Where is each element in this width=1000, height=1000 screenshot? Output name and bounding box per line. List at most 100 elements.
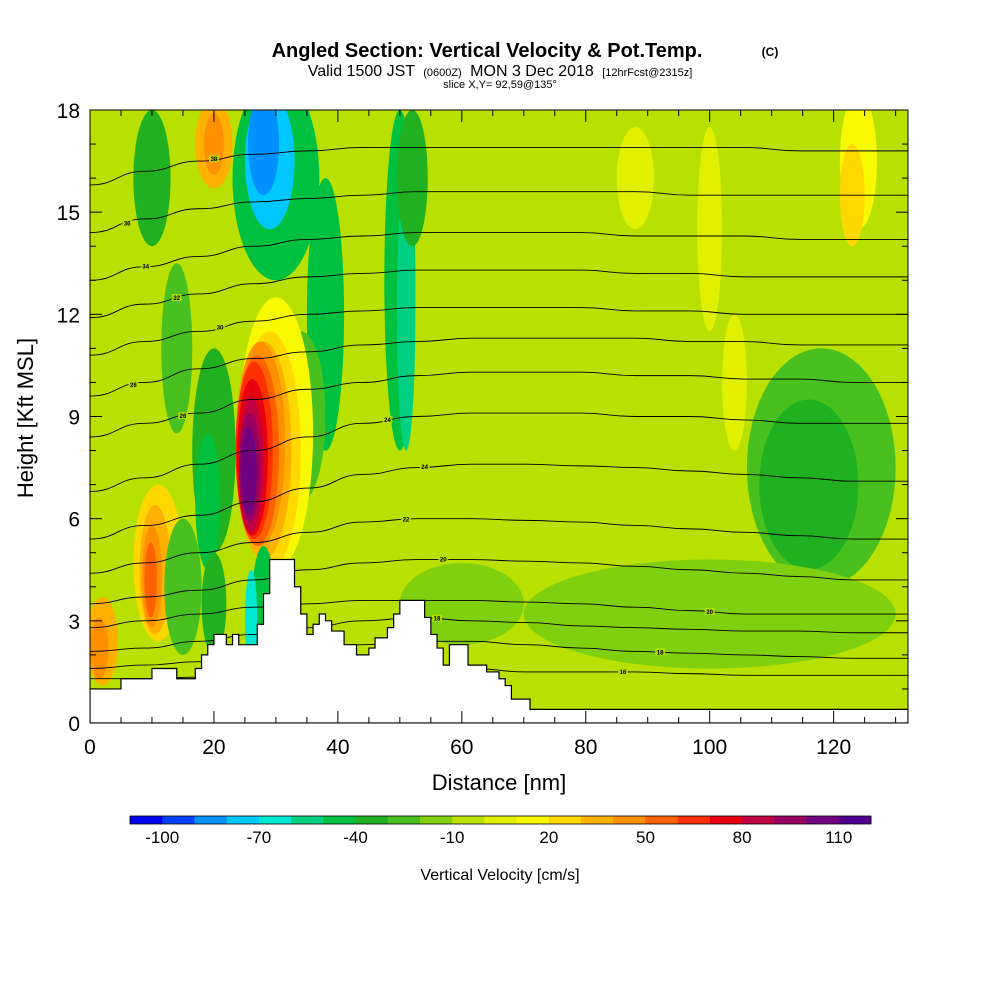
- isotherm-label: 18: [657, 650, 664, 656]
- velocity-cell: [248, 110, 280, 196]
- isotherm-line: [90, 269, 908, 319]
- isotherm-label-bg: [704, 607, 715, 615]
- chart-subtitle: Valid 1500 JST (0600Z) MON 3 Dec 2018 [1…: [308, 63, 693, 80]
- colorbar-swatch: [355, 816, 389, 824]
- chart-title: Angled Section: Vertical Velocity & Pot.…: [272, 40, 703, 62]
- isotherm-label-bg: [401, 515, 412, 523]
- x-tick-label: 120: [816, 736, 851, 759]
- subtitle-valid: Valid 1500 JST: [308, 63, 416, 80]
- isotherm-label: 32: [173, 296, 180, 302]
- velocity-cell: [240, 426, 257, 516]
- y-tick-label: 6: [68, 509, 80, 532]
- subtitle-forecast: [12hrFcst@2315z]: [602, 67, 692, 79]
- x-tick-label: 20: [202, 736, 225, 759]
- x-tick-label: 0: [84, 736, 96, 759]
- x-tick-label: 100: [692, 736, 727, 759]
- isotherm-line: [90, 463, 908, 540]
- colorbar: -100 -70 -40 -10 20 50 80 110: [129, 815, 872, 847]
- velocity-cell: [144, 542, 157, 618]
- slice-label: slice X,Y= 92,59@135°: [443, 79, 557, 91]
- velocity-cell: [722, 314, 747, 451]
- terrain: [90, 558, 908, 723]
- isotherm-label: 36: [124, 221, 131, 227]
- y-axis-label: Height [Kft MSL]: [13, 338, 38, 498]
- colorbar-tick-label: -70: [247, 828, 272, 847]
- colorbar-tick-label: 20: [539, 828, 558, 847]
- colorbar-swatch: [613, 816, 646, 824]
- velocity-cell: [195, 433, 221, 570]
- isotherm-label-bg: [382, 416, 393, 424]
- x-tick-label: 60: [450, 736, 473, 759]
- colorbar-swatch: [742, 816, 775, 824]
- colorbar-swatch: [516, 816, 550, 824]
- subtitle-date: MON 3 Dec 2018: [470, 63, 594, 80]
- isotherm-label: 18: [434, 617, 441, 623]
- isotherm-label-bg: [438, 555, 449, 563]
- y-tick-label: 9: [68, 407, 80, 430]
- colorbar-swatch: [581, 816, 614, 824]
- colorbar-swatch: [709, 816, 743, 824]
- velocity-cell: [161, 263, 193, 434]
- isotherm-label: 20: [706, 610, 713, 616]
- isotherm-label-bg: [419, 463, 430, 471]
- isotherm-label: 16: [620, 670, 627, 676]
- colorbar-label: Vertical Velocity [cm/s]: [420, 867, 579, 884]
- isotherm-label-bg: [208, 155, 219, 163]
- colorbar-tick-label: -100: [145, 828, 179, 847]
- x-axis-label: Distance [nm]: [432, 770, 567, 795]
- y-tick-label: 12: [57, 304, 80, 327]
- isotherm-label: 26: [180, 414, 187, 420]
- colorbar-tick-label: -10: [440, 828, 465, 847]
- colorbar-swatch: [548, 816, 582, 824]
- colorbar-swatch: [130, 816, 163, 824]
- colorbar-tick-label: 50: [636, 828, 655, 847]
- isotherm-line: [90, 232, 908, 281]
- velocity-cell: [201, 552, 227, 655]
- isotherm-line: [90, 559, 908, 605]
- colorbar-swatch: [806, 816, 840, 824]
- isotherm-label-bg: [128, 381, 139, 389]
- colorbar-swatch: [838, 816, 872, 824]
- isotherm-line: [90, 412, 908, 492]
- isotherm-label-bg: [432, 614, 443, 622]
- colorbar-frame: [129, 815, 872, 825]
- chart-title-suffix: (C): [762, 45, 779, 59]
- y-tick-label: 3: [68, 611, 80, 634]
- colorbar-swatch: [484, 816, 518, 824]
- colorbar-swatch: [226, 816, 260, 824]
- velocity-cell: [90, 617, 109, 679]
- isotherm-label-bg: [171, 294, 182, 302]
- colorbar-swatch: [387, 816, 421, 824]
- isotherm-layer: 16 18 18 20 20 22 24 24 26 26 30 32 34 36 38: [90, 147, 908, 680]
- velocity-cell: [396, 178, 416, 451]
- colorbar-swatch: [645, 816, 679, 824]
- isotherm-label: 20: [440, 558, 447, 564]
- isotherm-line: [90, 337, 908, 397]
- x-tick-label: 40: [326, 736, 349, 759]
- isotherm-label-bg: [122, 219, 133, 227]
- isotherm-label-bg: [617, 667, 628, 675]
- colorbar-swatch: [774, 816, 808, 824]
- isotherm-label: 22: [403, 517, 410, 523]
- velocity-cell: [204, 113, 224, 175]
- isotherm-label: 34: [142, 264, 149, 270]
- colorbar-tick-label: -40: [343, 828, 368, 847]
- isotherm-line: [90, 518, 908, 574]
- velocity-cell: [759, 399, 859, 570]
- velocity-cell: [697, 127, 723, 332]
- colorbar-swatch: [323, 816, 357, 824]
- x-tick-label: 80: [574, 736, 597, 759]
- velocity-cell: [396, 110, 428, 247]
- velocity-cell: [133, 110, 171, 247]
- y-tick-label: 0: [68, 713, 80, 736]
- isotherm-label: 24: [421, 465, 428, 471]
- isotherm-label: 24: [384, 418, 391, 424]
- isotherm-label-bg: [177, 412, 188, 420]
- isotherm-label: 38: [211, 157, 218, 163]
- isotherm-label-bg: [215, 323, 226, 331]
- isotherm-label-bg: [655, 648, 666, 656]
- velocity-cell: [306, 144, 908, 689]
- velocity-cell: [164, 518, 202, 655]
